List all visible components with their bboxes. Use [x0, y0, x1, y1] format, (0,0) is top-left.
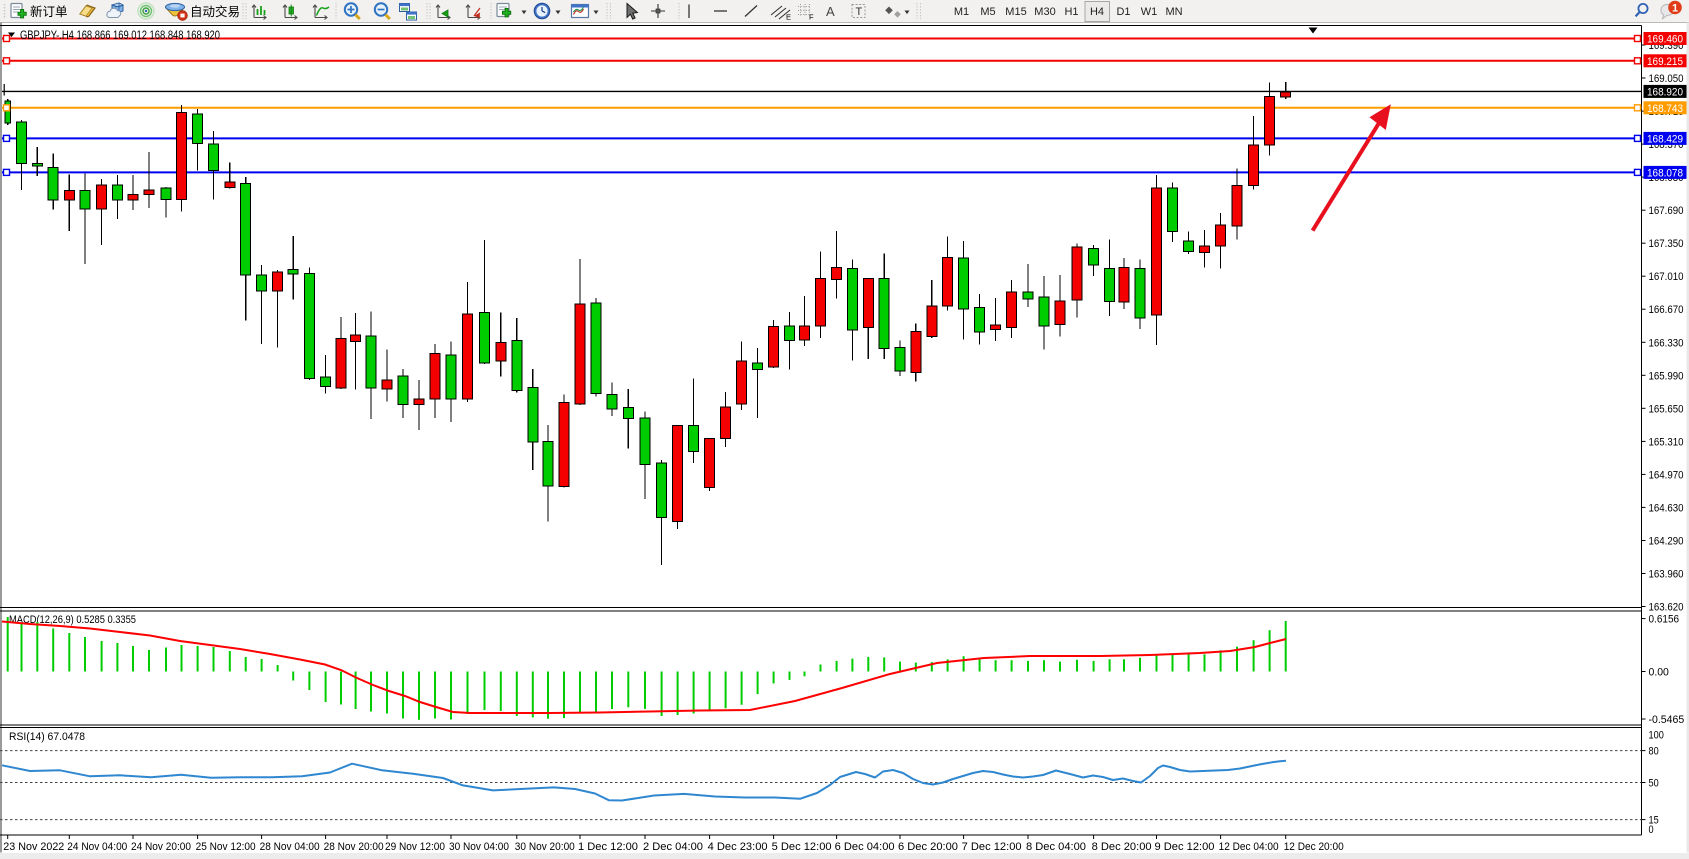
- svg-text:165.650: 165.650: [1649, 403, 1684, 415]
- svg-text:T: T: [856, 6, 863, 18]
- svg-text:M5: M5: [980, 6, 995, 18]
- svg-text:163.620: 163.620: [1649, 602, 1684, 614]
- svg-text:2 Dec 04:00: 2 Dec 04:00: [643, 841, 703, 853]
- svg-text:W1: W1: [1141, 6, 1158, 18]
- svg-text:1 Dec 12:00: 1 Dec 12:00: [578, 841, 638, 853]
- svg-text:168.920: 168.920: [1647, 86, 1683, 98]
- svg-text:167.350: 167.350: [1649, 238, 1684, 250]
- svg-text:169.215: 169.215: [1647, 56, 1683, 68]
- svg-text:169.460: 169.460: [1647, 34, 1683, 46]
- svg-text:H1: H1: [1064, 6, 1078, 18]
- svg-text:9 Dec 12:00: 9 Dec 12:00: [1155, 841, 1215, 853]
- svg-text:12 Dec 20:00: 12 Dec 20:00: [1284, 841, 1344, 853]
- svg-text:29 Nov 12:00: 29 Nov 12:00: [385, 841, 445, 853]
- svg-text:12 Dec 04:00: 12 Dec 04:00: [1219, 841, 1279, 853]
- svg-text:100: 100: [1649, 729, 1664, 741]
- svg-text:6 Dec 20:00: 6 Dec 20:00: [898, 841, 958, 853]
- svg-text:MACD(12,26,9) 0.5285 0.3355: MACD(12,26,9) 0.5285 0.3355: [9, 614, 136, 626]
- svg-text:GBPJPY-.H4 168.866 169.012 16: GBPJPY-.H4 168.866 169.012 168.848 168.9…: [20, 30, 220, 42]
- svg-text:168.078: 168.078: [1647, 167, 1683, 179]
- svg-text:6 Dec 04:00: 6 Dec 04:00: [835, 841, 895, 853]
- svg-text:自动交易: 自动交易: [190, 4, 240, 19]
- svg-text:4 Dec 23:00: 4 Dec 23:00: [708, 841, 768, 853]
- svg-text:165.990: 165.990: [1649, 370, 1684, 382]
- svg-text:163.960: 163.960: [1649, 569, 1684, 581]
- svg-text:1: 1: [1672, 3, 1678, 15]
- svg-text:166.670: 166.670: [1649, 304, 1684, 316]
- svg-text:166.330: 166.330: [1649, 337, 1684, 349]
- svg-text:24 Nov 20:00: 24 Nov 20:00: [131, 841, 191, 853]
- svg-text:24 Nov 04:00: 24 Nov 04:00: [67, 841, 127, 853]
- svg-text:169.050: 169.050: [1649, 73, 1684, 85]
- svg-text:25 Nov 12:00: 25 Nov 12:00: [196, 841, 256, 853]
- svg-text:164.970: 164.970: [1649, 469, 1684, 481]
- svg-text:D1: D1: [1116, 6, 1130, 18]
- svg-text:15: 15: [1649, 815, 1659, 827]
- svg-text:E: E: [786, 13, 791, 22]
- svg-text:164.290: 164.290: [1649, 536, 1684, 548]
- svg-text:5 Dec 12:00: 5 Dec 12:00: [772, 841, 832, 853]
- svg-text:165.310: 165.310: [1649, 436, 1684, 448]
- svg-text:F: F: [809, 13, 814, 22]
- svg-text:30 Nov 20:00: 30 Nov 20:00: [515, 841, 575, 853]
- svg-text:A: A: [826, 4, 835, 19]
- svg-text:H4: H4: [1090, 6, 1104, 18]
- svg-text:-0.5465: -0.5465: [1649, 714, 1685, 726]
- svg-text:23 Nov 2022: 23 Nov 2022: [3, 841, 64, 853]
- svg-text:8 Dec 20:00: 8 Dec 20:00: [1092, 841, 1152, 853]
- svg-text:0: 0: [1649, 824, 1654, 836]
- svg-text:80: 80: [1649, 746, 1659, 758]
- svg-text:0.6156: 0.6156: [1649, 614, 1680, 626]
- svg-text:167.690: 167.690: [1649, 205, 1684, 217]
- svg-text:164.630: 164.630: [1649, 502, 1684, 514]
- svg-text:8 Dec 04:00: 8 Dec 04:00: [1026, 841, 1086, 853]
- svg-text:RSI(14) 67.0478: RSI(14) 67.0478: [9, 731, 85, 743]
- svg-text:50: 50: [1649, 778, 1659, 790]
- svg-text:28 Nov 20:00: 28 Nov 20:00: [324, 841, 384, 853]
- svg-text:M1: M1: [954, 6, 969, 18]
- svg-text:M30: M30: [1034, 6, 1055, 18]
- svg-text:167.010: 167.010: [1649, 271, 1684, 283]
- svg-text:7 Dec 12:00: 7 Dec 12:00: [962, 841, 1022, 853]
- svg-text:28 Nov 04:00: 28 Nov 04:00: [260, 841, 320, 853]
- svg-text:168.429: 168.429: [1647, 133, 1683, 145]
- svg-text:新订单: 新订单: [30, 4, 68, 19]
- svg-text:30 Nov 04:00: 30 Nov 04:00: [449, 841, 509, 853]
- svg-text:MN: MN: [1165, 6, 1182, 18]
- svg-text:M15: M15: [1005, 6, 1026, 18]
- svg-text:0.00: 0.00: [1649, 667, 1669, 679]
- svg-text:168.743: 168.743: [1647, 103, 1683, 115]
